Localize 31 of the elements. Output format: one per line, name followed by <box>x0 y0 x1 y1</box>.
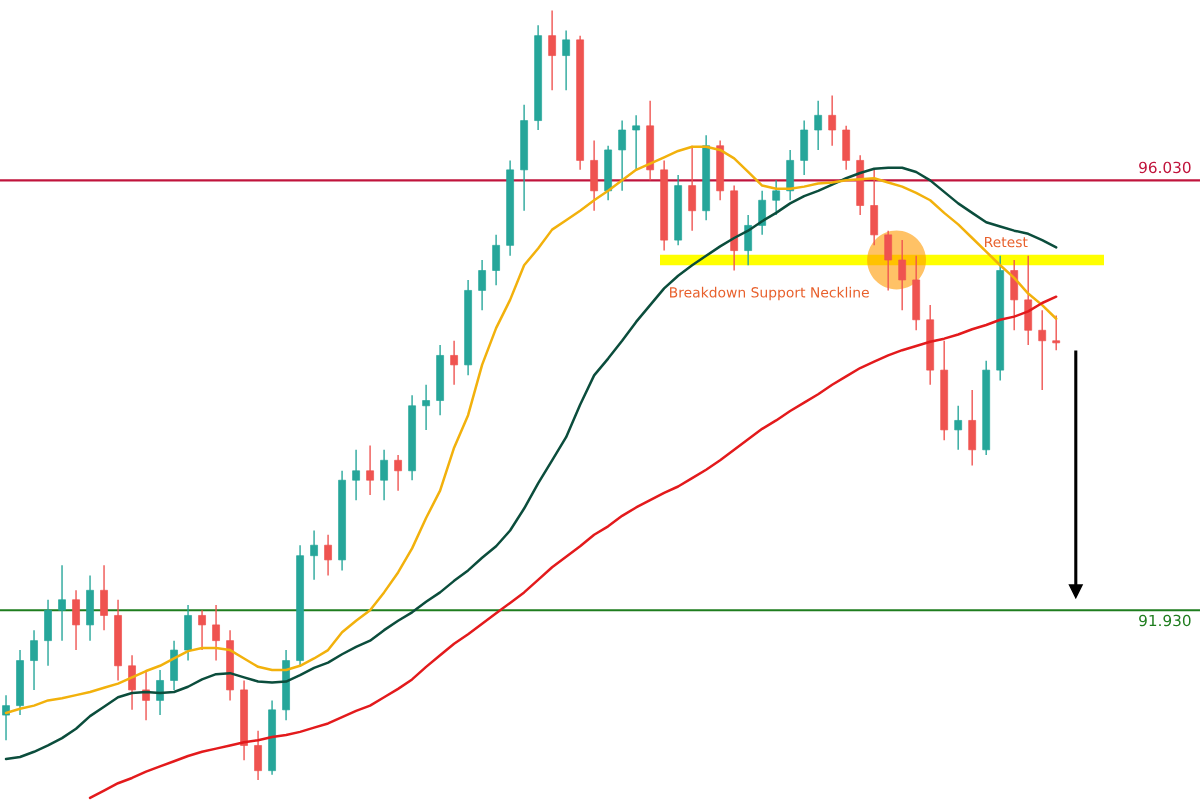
candlestick <box>548 9 556 91</box>
candlestick <box>380 449 388 501</box>
candlestick <box>58 564 66 642</box>
candlestick <box>366 444 374 496</box>
candlestick <box>2 694 10 741</box>
candlestick <box>1052 314 1061 351</box>
candlestick <box>422 384 430 431</box>
candlestick <box>954 405 963 451</box>
annotation: Retest <box>985 236 1028 248</box>
ref-line-label: 91.930 <box>1139 614 1191 627</box>
candlestick <box>324 534 332 577</box>
candlestick <box>198 609 206 651</box>
ref-line-label: 96.030 <box>1139 161 1191 174</box>
candlestick <box>632 114 640 171</box>
candlestick <box>352 449 360 501</box>
candlestick <box>562 29 570 91</box>
candlestick <box>30 629 38 691</box>
candlestick <box>156 669 164 716</box>
annotation: Breakdown Support Neckline <box>670 286 869 301</box>
candlestick <box>618 119 626 192</box>
candlestick <box>1038 309 1047 391</box>
candlestick <box>828 94 837 147</box>
candlestick <box>142 669 150 722</box>
candlestick <box>310 529 318 581</box>
candlestick <box>478 259 486 312</box>
candlestick <box>450 340 458 386</box>
candlestick <box>898 239 907 312</box>
candlestick <box>394 454 402 492</box>
candlestick <box>814 99 823 151</box>
candlestick <box>212 604 220 662</box>
candlestick <box>772 179 780 216</box>
